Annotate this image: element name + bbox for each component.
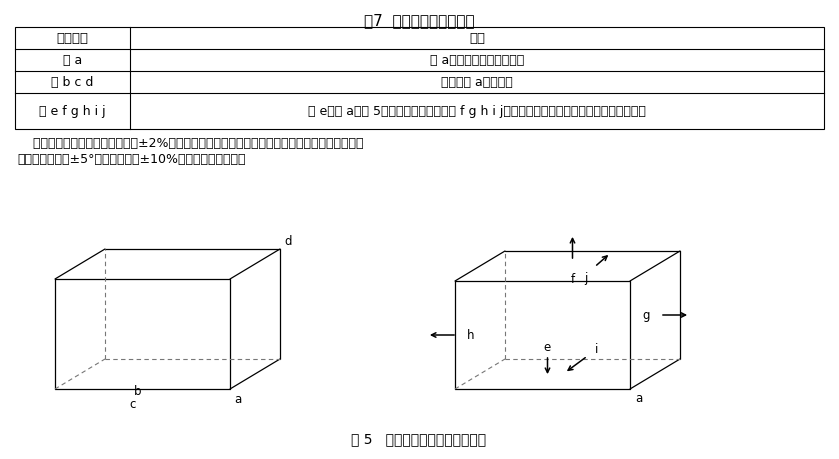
Text: 面 e f g h i j: 面 e f g h i j	[39, 105, 106, 118]
Text: a: a	[234, 392, 242, 405]
Text: 表7  包装箱跌落顺序示例: 表7 包装箱跌落顺序示例	[363, 13, 474, 28]
Text: 高度的公差应在规定跌落高度的±2%以内。包装箱边或角跌落时，跌落位置所在的平面和水平面: 高度的公差应在规定跌落高度的±2%以内。包装箱边或角跌落时，跌落位置所在的平面和…	[17, 137, 363, 150]
Text: 连接到角 a的三条边: 连接到角 a的三条边	[441, 76, 513, 90]
Text: 角 a: 角 a	[63, 54, 82, 67]
Text: e: e	[544, 340, 551, 353]
Text: 跌落顺序: 跌落顺序	[56, 33, 88, 45]
Text: i: i	[595, 343, 598, 356]
Text: b: b	[133, 384, 141, 397]
Text: c: c	[129, 397, 136, 410]
Text: a: a	[635, 391, 642, 404]
Text: 图 5   运输包装箱跌落顺序示意图: 图 5 运输包装箱跌落顺序示意图	[352, 431, 487, 445]
Text: 面 e是角 a在图 5所示位置时的底面，面 f g h i j则依次是上面、右面、左面、前面、后面。: 面 e是角 a在图 5所示位置时的底面，面 f g h i j则依次是上面、右面…	[308, 105, 646, 118]
Text: 的夹角不得超过±5°或规定角度的±10%（以较大者为准）。: 的夹角不得超过±5°或规定角度的±10%（以较大者为准）。	[17, 153, 246, 166]
Text: 描述: 描述	[469, 33, 485, 45]
Bar	[15, 28, 824, 130]
Text: j: j	[585, 271, 588, 285]
Text: g: g	[643, 309, 650, 322]
Text: d: d	[284, 235, 291, 247]
Text: 角 a跌落被认为是最薄弱的: 角 a跌落被认为是最薄弱的	[430, 54, 524, 67]
Text: f: f	[571, 272, 575, 285]
Text: 边 b c d: 边 b c d	[51, 76, 94, 90]
Text: h: h	[467, 329, 475, 342]
